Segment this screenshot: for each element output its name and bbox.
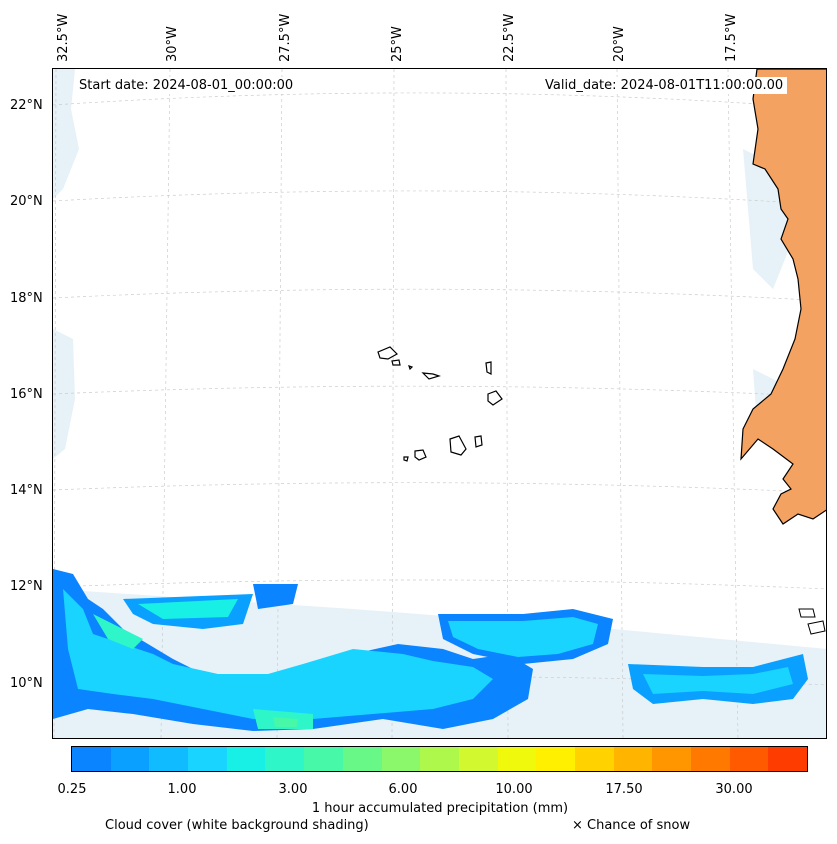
colorbar-swatch-17 — [729, 747, 769, 771]
lon-label-22-5w: 22.5°W — [502, 13, 517, 62]
colorbar-swatch-11 — [497, 747, 537, 771]
colorbar-swatch-6 — [304, 747, 343, 771]
precipitation-colorbar — [71, 746, 808, 772]
colorbar-swatch-2 — [149, 747, 189, 771]
colorbar-swatch-8 — [381, 747, 421, 771]
map-canvas — [53, 69, 826, 738]
colorbar-swatch-18 — [768, 747, 808, 771]
lat-label-10n: 10°N — [10, 676, 43, 691]
colorbar-swatch-14 — [613, 747, 653, 771]
lat-label-18n: 18°N — [10, 291, 43, 306]
valid-date-label: Valid_date: 2024-08-01T11:00:00.00 — [541, 77, 788, 94]
lat-label-20n: 20°N — [10, 194, 43, 209]
colorbar-tick-4: 10.00 — [495, 782, 533, 797]
colorbar-title: 1 hour accumulated precipitation (mm) — [311, 801, 569, 816]
lon-label-30w: 30°W — [165, 26, 180, 62]
colorbar-swatch-3 — [188, 747, 227, 771]
colorbar-swatch-13 — [574, 747, 614, 771]
colorbar-tick-2: 3.00 — [278, 782, 308, 797]
colorbar-swatch-16 — [691, 747, 730, 771]
colorbar-swatch-9 — [420, 747, 459, 771]
colorbar-swatch-0 — [72, 747, 111, 771]
colorbar-swatch-15 — [652, 747, 691, 771]
africa-land — [740, 69, 826, 525]
lon-label-27-5w: 27.5°W — [278, 13, 293, 62]
precipitation-map[interactable]: Start date: 2024-08-01_00:00:00 Valid_da… — [52, 68, 827, 739]
colorbar-tick-3: 6.00 — [388, 782, 418, 797]
lat-label-22n: 22°N — [10, 98, 43, 113]
cape-verde-islands — [377, 346, 503, 462]
colorbar-swatch-4 — [226, 747, 266, 771]
colorbar-swatch-12 — [536, 747, 575, 771]
bissau-islands — [798, 608, 826, 635]
colorbar-tick-1: 1.00 — [167, 782, 197, 797]
lat-label-12n: 12°N — [10, 579, 43, 594]
colorbar-tick-6: 30.00 — [715, 782, 753, 797]
snow-note: × Chance of snow — [572, 818, 691, 833]
colorbar-swatch-5 — [265, 747, 305, 771]
precipitation-bands — [53, 569, 808, 731]
cloud-cover-note: Cloud cover (white background shading) — [105, 818, 369, 833]
colorbar-swatch-1 — [110, 747, 150, 771]
colorbar-tick-5: 17.50 — [605, 782, 643, 797]
colorbar-swatch-10 — [458, 747, 498, 771]
cloud-shading — [53, 69, 826, 738]
colorbar-swatch-7 — [342, 747, 382, 771]
lat-label-16n: 16°N — [10, 387, 43, 402]
lon-label-25w: 25°W — [390, 26, 405, 62]
lon-label-17-5w: 17.5°W — [724, 13, 739, 62]
colorbar-tick-0: 0.25 — [57, 782, 87, 797]
lat-label-14n: 14°N — [10, 483, 43, 498]
lon-label-20w: 20°W — [612, 26, 627, 62]
lon-label-32-5w: 32.5°W — [56, 13, 71, 62]
start-date-label: Start date: 2024-08-01_00:00:00 — [75, 77, 298, 94]
